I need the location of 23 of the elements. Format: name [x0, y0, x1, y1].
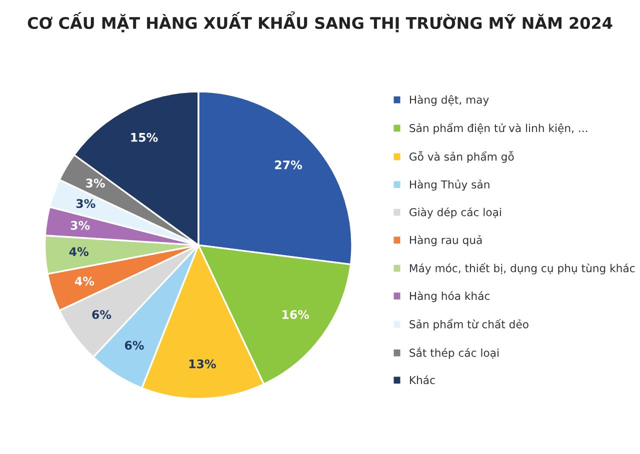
legend-label: Máy móc, thiết bị, dụng cụ phụ tùng khác [410, 262, 635, 274]
legend-label: Giày dép các loại [410, 207, 501, 218]
data-label: 13% [189, 359, 216, 368]
data-label: 3% [86, 178, 105, 188]
legend-label: Hàng Thủy sản [410, 180, 490, 191]
chart-title: CƠ CẤU MẶT HÀNG XUẤT KHẨU SANG THỊ TRƯỜNG MỸ NĂM 2024 [28, 11, 612, 32]
data-label: 4% [69, 247, 88, 256]
legend-label: Hàng hóa khác [410, 291, 490, 302]
data-label: 27% [275, 160, 302, 170]
data-label: 4% [74, 276, 94, 286]
legend-label: Hàng dệt, may [410, 94, 489, 106]
legend-label: Hàng rau quả [410, 235, 482, 246]
legend-label: Gỗ và sản phẩm gỗ [410, 151, 514, 163]
legend-label: Sắt thép các loại [410, 347, 498, 359]
legend-label: Sản phẩm điện tử và linh kiện, ... [410, 122, 588, 134]
data-label: 16% [282, 310, 310, 320]
data-label: 3% [70, 220, 90, 230]
data-label: 3% [76, 199, 96, 208]
data-label: 6% [92, 310, 112, 320]
legend-label: Sản phẩm từ chất dẻo [410, 318, 528, 330]
data-label: 15% [131, 132, 158, 142]
data-label: 6% [124, 340, 144, 350]
legend-label: Khác [410, 375, 435, 384]
